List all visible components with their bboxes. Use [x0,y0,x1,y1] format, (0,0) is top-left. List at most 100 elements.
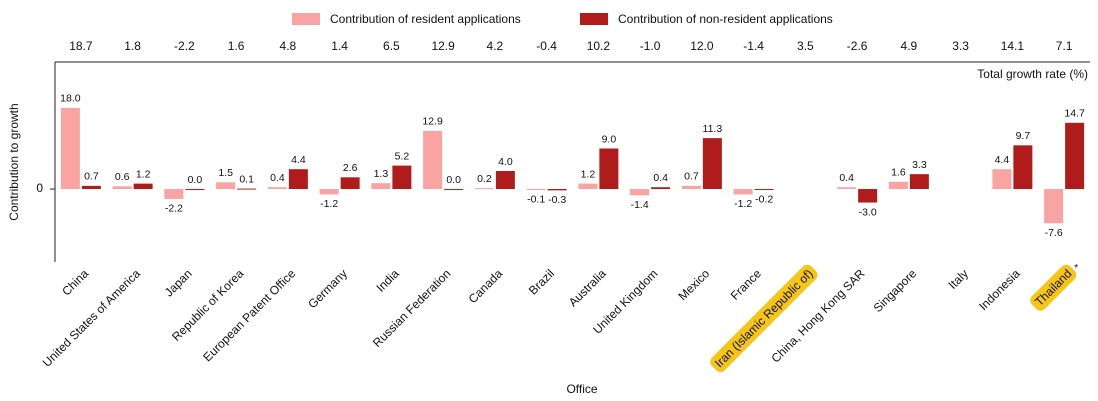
x-tick-label: China, Hong Kong SAR [768,266,867,365]
annotation: * [1074,262,1078,274]
x-tick-label: Japan [162,266,195,299]
x-tick-label: Mexico [675,266,712,303]
legend-swatch [580,13,608,25]
bar [578,183,598,190]
bar [1013,145,1033,190]
x-tick-label: Australia [566,266,609,309]
bar [371,183,391,190]
x-tick-group: Singapore [871,266,920,315]
x-tick-label: European Patent Office [200,266,298,364]
x-tick-label: China [59,266,91,298]
data-label: 4.0 [498,156,513,168]
bar [81,185,101,190]
data-label: 18.0 [60,93,81,105]
y-axis-label: Contribution to growth [7,103,21,220]
x-tick-label: India [373,266,402,295]
legend-label: Contribution of non-resident application… [618,12,833,26]
data-label: 0.1 [239,173,254,185]
x-axis-label: Office [566,382,597,396]
legend-label: Contribution of resident applications [330,12,521,26]
total-growth-value: 1.8 [124,39,141,53]
total-growth-value: -1.4 [743,39,764,53]
x-tick-label: Italy [946,266,971,291]
total-growth-value: 3.5 [797,39,814,53]
total-growth-value: 1.6 [228,39,245,53]
bar [423,130,443,190]
data-label: 0.7 [684,171,699,183]
total-growth-value: 4.8 [280,39,297,53]
highlight [710,264,818,372]
bar [1065,122,1085,190]
bar [340,177,360,190]
bar [599,148,619,190]
x-tick-group: China, Hong Kong SAR [768,266,867,365]
bar [495,171,515,190]
bar [547,189,567,191]
data-label: -1.4 [631,199,649,211]
bar [185,189,205,191]
total-growth-value: 4.2 [487,39,504,53]
data-label: 11.3 [703,123,723,135]
data-label: 5.2 [395,150,410,162]
x-tick-label: Iran (Islamic Republic of) [712,266,816,370]
x-tick-group: European Patent Office [200,266,298,364]
data-label: -1.2 [734,198,752,210]
bar [858,189,878,203]
data-label: -0.1 [527,193,545,205]
bar [888,181,908,190]
total-growth-value: 12.0 [690,39,714,53]
bar [651,187,671,190]
total-growth-value: 4.9 [901,39,918,53]
total-growth-value: 12.9 [431,39,455,53]
x-tick-group: Indonesia [976,266,1023,313]
x-tick-label: Germany [305,266,350,311]
data-label: -2.2 [165,203,183,215]
x-tick-group: Thailand [1030,264,1077,311]
data-label: 4.4 [291,154,306,166]
data-label: 2.6 [343,162,358,174]
bar [733,189,753,195]
data-label: -3.0 [859,206,877,218]
total-growth-value: 1.4 [331,39,348,53]
bar [164,189,184,199]
total-growth-value: -2.6 [847,39,868,53]
x-tick-group: Iran (Islamic Republic of) [710,264,818,372]
bar [837,187,857,190]
data-label: 9.7 [1016,130,1031,142]
highlight [1030,264,1077,311]
data-label: -0.2 [755,194,773,206]
x-tick-group: India [373,266,402,295]
total-growth-label: Total growth rate (%) [977,67,1088,81]
bar [444,189,464,191]
total-growth-value: 3.3 [952,39,969,53]
data-label: 9.0 [602,133,617,145]
data-label: 12.9 [422,116,443,128]
x-tick-group: Canada [466,266,506,306]
total-growth-value: -2.2 [174,39,195,53]
data-label: 0.4 [653,172,668,184]
x-tick-group: France [728,266,765,303]
bar [702,138,722,190]
data-label: 0.0 [188,174,203,186]
total-growth-value: 6.5 [383,39,400,53]
bar [319,189,339,195]
bar [133,183,153,190]
data-label: 1.2 [136,168,151,180]
x-tick-label: United States of America [40,266,144,370]
bar [1044,189,1064,224]
x-tick-group: Japan [162,266,195,299]
bar [237,188,257,190]
data-label: 0.4 [839,172,854,184]
total-growth-value: 10.2 [587,39,611,53]
bar [754,189,774,191]
bar [681,185,701,190]
bar [630,189,650,196]
data-label: 1.2 [581,168,596,180]
x-tick-group: Brazil [526,266,557,297]
x-tick-label: Singapore [871,266,920,315]
bar [216,182,236,190]
data-label: 0.6 [115,171,130,183]
data-label: 3.3 [912,159,927,171]
x-tick-label: Indonesia [976,266,1023,313]
total-growth-value: -1.0 [640,39,661,53]
